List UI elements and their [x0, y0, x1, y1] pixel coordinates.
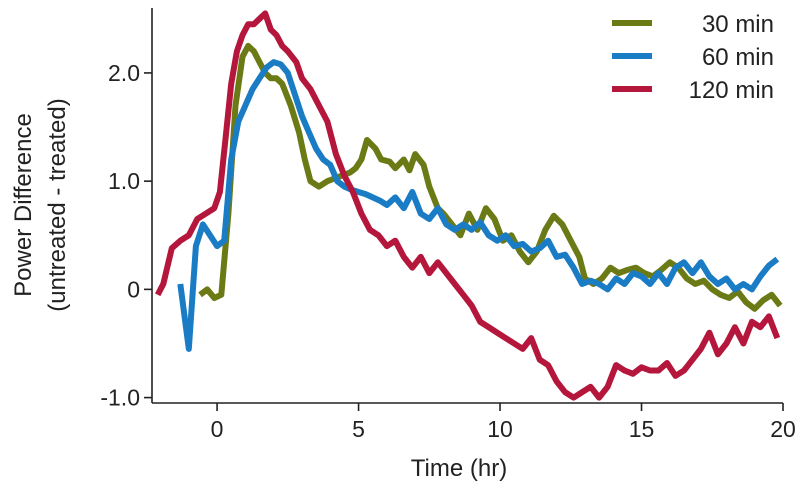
y-axis-title-line-1: Power Difference [10, 113, 37, 297]
y-axis-title: Power Difference (untreated - treated) [10, 98, 71, 311]
legend-label-60-min: 60 min [702, 44, 774, 71]
x-tick-label: 0 [211, 416, 224, 442]
y-tick-label: 0 [127, 276, 140, 302]
x-tick-label: 15 [629, 416, 655, 442]
x-axis: 0 5 10 15 20 [152, 402, 796, 442]
series-line-30-min [198, 42, 783, 312]
legend-item-120-min: 120 min [612, 77, 774, 104]
x-tick-label: 20 [770, 416, 796, 442]
y-tick-label: 2.0 [108, 60, 140, 86]
legend-label-30-min: 30 min [702, 11, 774, 38]
y-tick-label: -1.0 [100, 385, 140, 411]
series-line-60-min [177, 59, 780, 352]
y-axis: 2.0 1.0 0 -1.0 [100, 8, 153, 411]
series-line-120-min [155, 10, 781, 401]
plot-area [155, 10, 783, 401]
x-tick-label: 10 [487, 416, 513, 442]
legend-item-30-min: 30 min [612, 11, 774, 38]
y-axis-title-line-2: (untreated - treated) [44, 98, 71, 311]
legend-item-60-min: 60 min [612, 44, 774, 71]
x-tick-label: 5 [352, 416, 365, 442]
x-axis-title: Time (hr) [411, 455, 507, 482]
legend: 30 min 60 min 120 min [612, 11, 774, 104]
y-tick-label: 1.0 [108, 168, 140, 194]
legend-label-120-min: 120 min [689, 77, 774, 104]
